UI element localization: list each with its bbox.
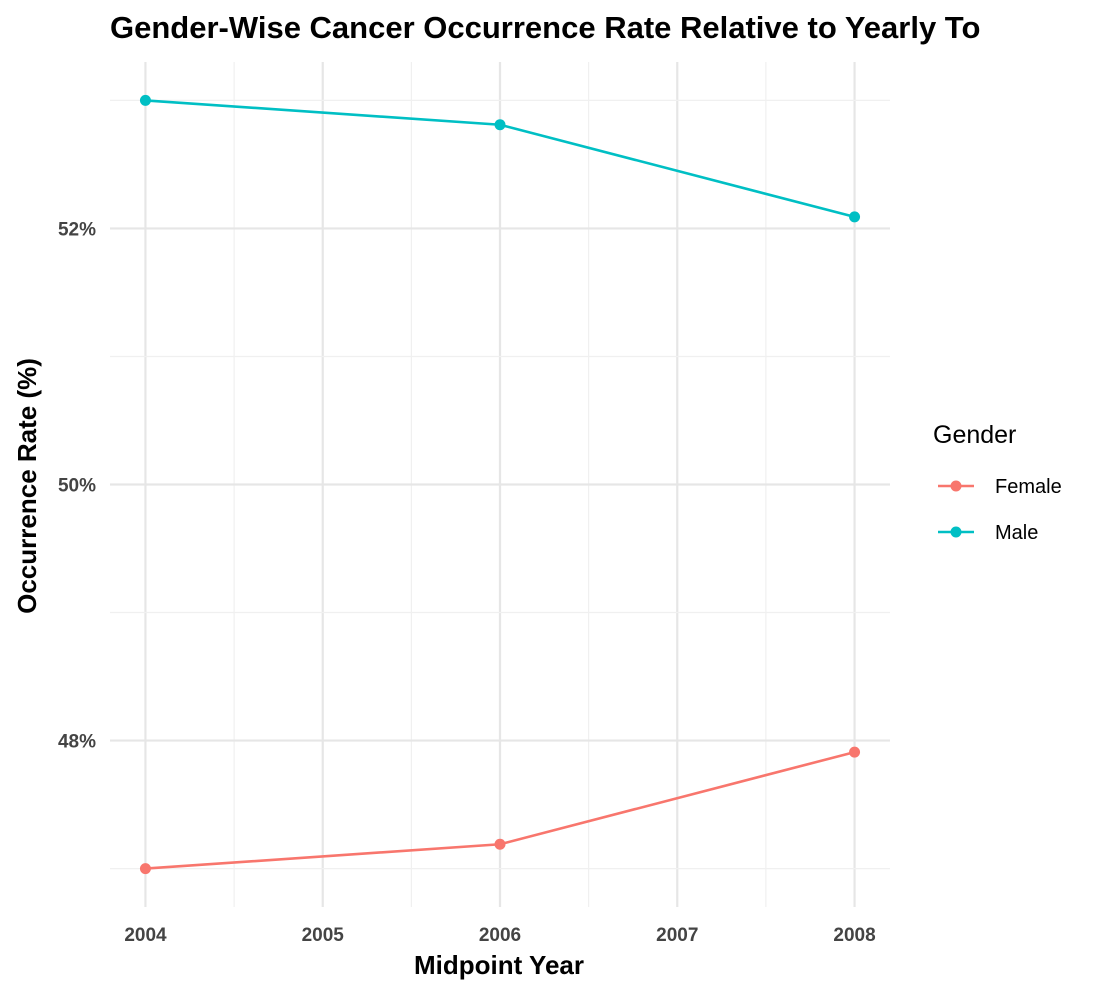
x-tick-label: 2006 [479,925,521,946]
axis-ticks: 2004 2005 2006 2007 2008 48% 50% 52% [58,219,876,946]
female-data-point [494,838,506,850]
y-tick-label: 50% [58,476,96,497]
legend-label: Female [995,476,1062,498]
y-axis-title: Occurrence Rate (%) [12,358,42,614]
series-lines [139,94,861,875]
x-tick-label: 2004 [124,925,167,946]
male-data-point [849,211,861,223]
y-tick-label: 48% [58,732,96,753]
legend-label: Male [995,522,1038,544]
male-data-point [494,119,506,131]
grid [110,62,890,907]
female-data-point [849,746,861,758]
female-data-point [139,863,151,875]
legend-title: Gender [933,421,1016,449]
x-tick-label: 2008 [833,925,875,946]
y-tick-label: 52% [58,219,96,240]
legend-marker [950,480,962,492]
x-tick-label: 2007 [656,925,698,946]
x-axis-title: Midpoint Year [414,950,584,980]
x-tick-label: 2005 [302,925,345,946]
male-data-point [139,94,151,106]
legend-item-male: Male [938,522,1038,544]
legend-item-female: Female [938,476,1062,498]
legend: Gender Female Male [933,421,1062,544]
chart-title: Gender-Wise Cancer Occurrence Rate Relat… [110,10,980,45]
legend-marker [950,526,962,538]
